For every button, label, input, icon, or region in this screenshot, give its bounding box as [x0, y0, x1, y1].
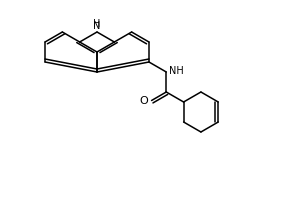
Text: N: N — [93, 21, 101, 31]
Text: H: H — [93, 19, 101, 29]
Text: O: O — [140, 96, 148, 106]
Text: NH: NH — [169, 66, 184, 76]
